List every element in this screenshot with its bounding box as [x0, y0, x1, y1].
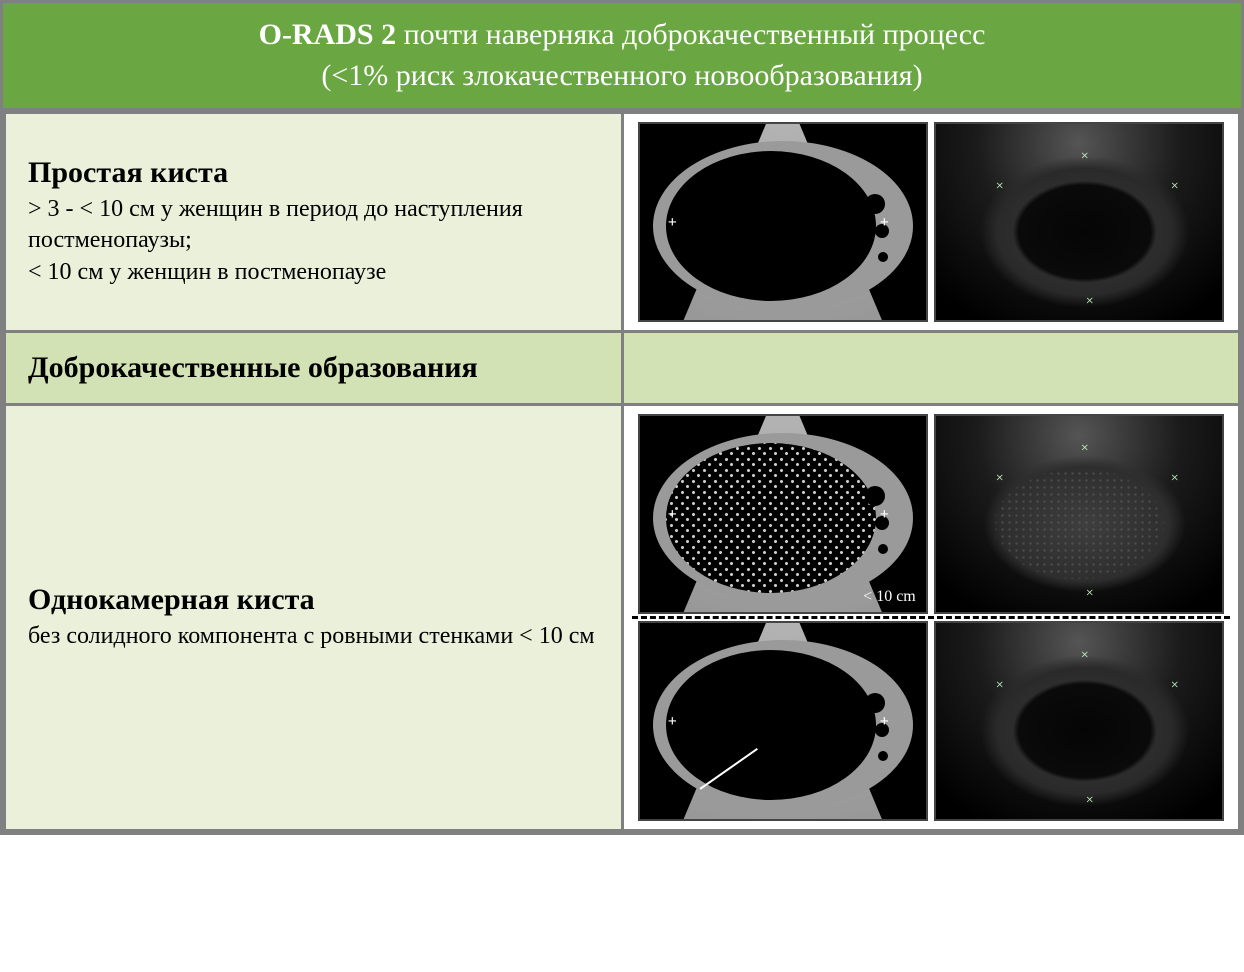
description-cell: Доброкачественные образования — [5, 332, 623, 405]
image-cell — [622, 332, 1240, 405]
description-cell: Простая киста > 3 - < 10 см у женщин в пе… — [5, 113, 623, 332]
schematic-simple-cyst: ++ — [638, 122, 928, 322]
header-line-1: O-RADS 2 почти наверняка доброкачественн… — [23, 15, 1221, 56]
table-row: Простая киста > 3 - < 10 см у женщин в пе… — [5, 113, 1240, 332]
ultrasound-echogenic: ×××× — [934, 414, 1224, 614]
content-table: Простая киста > 3 - < 10 см у женщин в пе… — [3, 111, 1241, 832]
header-line-2: (<1% риск злокачественного новообразован… — [23, 56, 1221, 97]
table-row: Доброкачественные образования — [5, 332, 1240, 405]
ultrasound-anechoic: ×××× — [934, 122, 1224, 322]
header-rest: почти наверняка доброкачественный процес… — [396, 18, 985, 51]
size-label: < 10 cm — [863, 588, 916, 606]
table-row: Однокамерная киста без солидного компонен… — [5, 405, 1240, 831]
schematic-unilocular-echogenic: ++< 10 cm — [638, 414, 928, 614]
row-body: > 3 - < 10 см у женщин в период до насту… — [28, 194, 599, 288]
header-bold: O-RADS 2 — [259, 18, 397, 51]
row-body: без солидного компонента с ровными стенк… — [28, 621, 599, 652]
ultrasound-anechoic: ×××× — [934, 621, 1224, 821]
divider-dashed — [632, 616, 1231, 619]
schematic-unilocular-needle: ++ — [638, 621, 928, 821]
image-cell: ++×××× — [622, 113, 1240, 332]
row-title: Однокамерная киста — [28, 583, 599, 617]
table-header: O-RADS 2 почти наверняка доброкачественн… — [3, 3, 1241, 111]
orads-table: O-RADS 2 почти наверняка доброкачественн… — [0, 0, 1244, 835]
row-title: Доброкачественные образования — [28, 351, 599, 385]
description-cell: Однокамерная киста без солидного компонен… — [5, 405, 623, 831]
row-title: Простая киста — [28, 156, 599, 190]
image-cell: ++< 10 cm××××++×××× — [622, 405, 1240, 831]
